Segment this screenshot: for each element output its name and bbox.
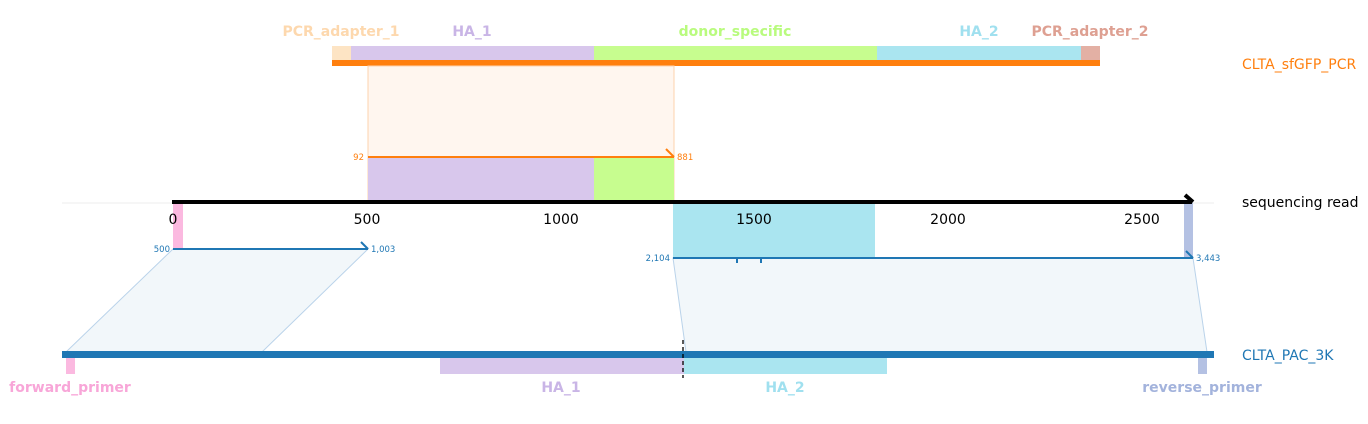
bottom-feature-forward-primer [66,357,75,374]
alignment-2-start-label: 500 [154,245,170,255]
read-tick-500: 500 [354,212,381,228]
bottom-feature-reverse-primer [1198,357,1207,374]
alignment-1-read-ha-1 [368,157,594,202]
read-feature-forward-primer [173,203,183,248]
sequencing-read: sequencing read 0 500 1000 1500 2000 250… [62,193,1358,258]
alignment-1-start-label: 92 [353,153,364,163]
alignment-3-start-label: 2,104 [646,254,670,264]
top-reference: PCR_adapter_1 HA_1 donor_specific HA_2 P… [282,24,1356,73]
top-feature-label-ha-2: HA_2 [959,24,998,40]
alignment-2-arrow [360,241,369,250]
top-feature-pcr-adapter-1 [332,46,351,63]
top-feature-ha-1 [351,46,594,63]
top-feature-donor-specific [594,46,877,63]
alignment-1: 92 881 [353,65,693,204]
top-feature-label-pcr-adapter-1: PCR_adapter_1 [282,24,399,40]
bottom-feature-label-forward-primer: forward_primer [9,380,131,396]
read-tick-2000: 2000 [930,212,966,228]
read-tick-1500: 1500 [736,212,772,228]
bottom-feature-ha-2 [684,357,887,374]
top-reference-bar [332,60,1100,66]
alignment-3-end-label: 3,443 [1196,254,1220,264]
alignment-1-read-donor-specific [594,157,674,202]
read-feature-reverse-primer [1184,203,1193,258]
top-feature-label-ha-1: HA_1 [452,24,491,40]
alignment-2: 500 1,003 [64,241,395,353]
bottom-reference-bar [62,351,1214,358]
top-feature-label-pcr-adapter-2: PCR_adapter_2 [1031,24,1148,40]
read-tick-2500: 2500 [1124,212,1160,228]
read-name: sequencing read [1242,195,1358,211]
alignment-3-projection [672,257,1208,353]
bottom-feature-label-reverse-primer: reverse_primer [1142,380,1262,396]
alignment-1-end-label: 881 [677,153,693,163]
bottom-reference: CLTA_PAC_3K forward_primer HA_1 HA_2 rev… [9,340,1334,396]
alignment-2-projection [64,248,370,353]
top-feature-ha-2 [877,46,1081,63]
bottom-feature-label-ha-1: HA_1 [541,380,580,396]
alignment-3-arrow [1185,250,1194,259]
top-reference-name: CLTA_sfGFP_PCR [1242,57,1356,73]
bottom-feature-label-ha-2: HA_2 [765,380,804,396]
read-feature-ha-2 [673,203,875,258]
alignment-1-arrow [665,148,675,158]
bottom-feature-ha-1 [440,357,684,374]
alignment-2-end-label: 1,003 [371,245,395,255]
read-tick-0: 0 [169,212,178,228]
top-feature-label-donor-specific: donor_specific [679,24,792,40]
bottom-reference-name: CLTA_PAC_3K [1242,348,1334,364]
top-feature-pcr-adapter-2 [1081,46,1100,63]
read-arrow [1183,193,1195,204]
read-tick-1000: 1000 [543,212,579,228]
alignment-3: 2,104 3,443 [646,250,1220,353]
